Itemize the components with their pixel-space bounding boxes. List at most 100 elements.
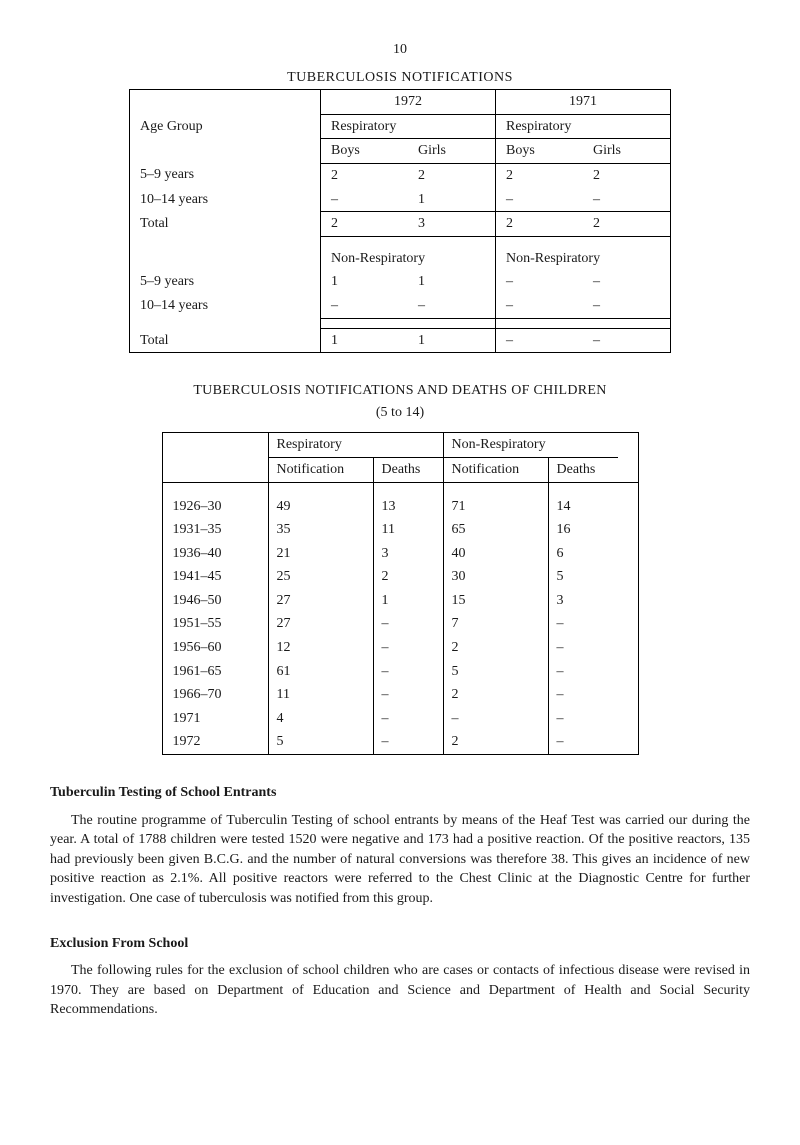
respiratory-1971: Respiratory xyxy=(496,115,670,139)
cell: 5 xyxy=(268,730,373,754)
cell: – xyxy=(496,294,583,318)
cell: 1 xyxy=(321,329,408,353)
cell: 7 xyxy=(443,612,548,636)
cell: 1 xyxy=(373,589,443,613)
cell: 2 xyxy=(373,565,443,589)
girls-label: Girls xyxy=(583,139,670,163)
deaths-header: Deaths xyxy=(548,458,618,482)
cell: 2 xyxy=(583,164,670,188)
notification-header: Notification xyxy=(443,458,548,482)
cell: – xyxy=(321,188,408,212)
cell: 13 xyxy=(373,495,443,519)
cell: 6 xyxy=(548,542,618,566)
table2: Respiratory Non-Respiratory Notification… xyxy=(162,432,639,755)
boys-label: Boys xyxy=(496,139,583,163)
period-cell: 1956–60 xyxy=(163,636,268,660)
section2-body: The following rules for the exclusion of… xyxy=(50,961,750,1020)
cell: – xyxy=(548,707,618,731)
cell: 49 xyxy=(268,495,373,519)
cell: – xyxy=(583,294,670,318)
section1-heading: Tuberculin Testing of School Entrants xyxy=(50,783,750,803)
section2-heading: Exclusion From School xyxy=(50,934,750,954)
cell: 1 xyxy=(321,270,408,294)
cell: 15 xyxy=(443,589,548,613)
table-row: 1936–40213406 xyxy=(163,542,638,566)
cell: 5 xyxy=(548,565,618,589)
year-1971: 1971 xyxy=(496,90,670,114)
table-row: 1941–45252305 xyxy=(163,565,638,589)
cell: – xyxy=(373,707,443,731)
period-cell: 1936–40 xyxy=(163,542,268,566)
cell: 2 xyxy=(496,164,583,188)
cell: 1 xyxy=(408,270,495,294)
section1-body: The routine programme of Tuberculin Test… xyxy=(50,811,750,909)
non-respiratory-1972: Non-Respiratory xyxy=(321,247,495,271)
period-cell: 1946–50 xyxy=(163,589,268,613)
row-10-14-nr: 10–14 years xyxy=(130,294,320,319)
cell: – xyxy=(548,730,618,754)
period-cell: 1941–45 xyxy=(163,565,268,589)
cell: 1 xyxy=(408,188,495,212)
table1: 1972 1971 Age Group Respiratory Respirat… xyxy=(129,89,671,353)
table2-title: TUBERCULOSIS NOTIFICATIONS AND DEATHS OF… xyxy=(50,381,750,401)
cell: – xyxy=(373,612,443,636)
cell: – xyxy=(321,294,408,318)
table2-subtitle: (5 to 14) xyxy=(50,403,750,423)
cell: 2 xyxy=(443,636,548,660)
cell: – xyxy=(548,683,618,707)
cell: 11 xyxy=(268,683,373,707)
total-label-nr: Total xyxy=(130,329,320,353)
cell: 3 xyxy=(373,542,443,566)
cell: 35 xyxy=(268,518,373,542)
respiratory-1972: Respiratory xyxy=(321,115,495,139)
cell: 3 xyxy=(408,212,495,236)
period-cell: 1931–35 xyxy=(163,518,268,542)
row-5-9: 5–9 years xyxy=(130,163,320,188)
cell: 11 xyxy=(373,518,443,542)
cell: 71 xyxy=(443,495,548,519)
table-row: 1956–6012–2– xyxy=(163,636,638,660)
period-cell: 1972 xyxy=(163,730,268,754)
cell: – xyxy=(373,683,443,707)
cell: 27 xyxy=(268,612,373,636)
cell: 16 xyxy=(548,518,618,542)
cell: – xyxy=(373,730,443,754)
cell: 40 xyxy=(443,542,548,566)
cell: 4 xyxy=(268,707,373,731)
table-row: 1926–3049137114 xyxy=(163,495,638,519)
year-1972: 1972 xyxy=(321,90,495,114)
cell: – xyxy=(583,188,670,212)
cell: 14 xyxy=(548,495,618,519)
cell: – xyxy=(548,636,618,660)
boys-label: Boys xyxy=(321,139,408,163)
non-respiratory-1971: Non-Respiratory xyxy=(496,247,670,271)
table-row: 1951–5527–7– xyxy=(163,612,638,636)
girls-label: Girls xyxy=(408,139,495,163)
cell: – xyxy=(583,270,670,294)
table-row: 1966–7011–2– xyxy=(163,683,638,707)
cell: 27 xyxy=(268,589,373,613)
respiratory-header: Respiratory xyxy=(268,433,443,458)
period-cell: 1961–65 xyxy=(163,660,268,684)
cell: 2 xyxy=(443,683,548,707)
cell: 2 xyxy=(321,212,408,236)
cell: 2 xyxy=(321,164,408,188)
cell: – xyxy=(548,612,618,636)
cell: – xyxy=(443,707,548,731)
cell: 3 xyxy=(548,589,618,613)
cell: 61 xyxy=(268,660,373,684)
table-row: 1961–6561–5– xyxy=(163,660,638,684)
cell: – xyxy=(583,329,670,353)
notification-header: Notification xyxy=(268,458,373,482)
row-5-9-nr: 5–9 years xyxy=(130,270,320,294)
cell: 2 xyxy=(496,212,583,236)
cell: 30 xyxy=(443,565,548,589)
deaths-header: Deaths xyxy=(373,458,443,482)
period-cell: 1971 xyxy=(163,707,268,731)
cell: 65 xyxy=(443,518,548,542)
cell: 2 xyxy=(583,212,670,236)
period-cell: 1926–30 xyxy=(163,495,268,519)
cell: – xyxy=(408,294,495,318)
table-row: 1946–50271153 xyxy=(163,589,638,613)
cell: 21 xyxy=(268,542,373,566)
